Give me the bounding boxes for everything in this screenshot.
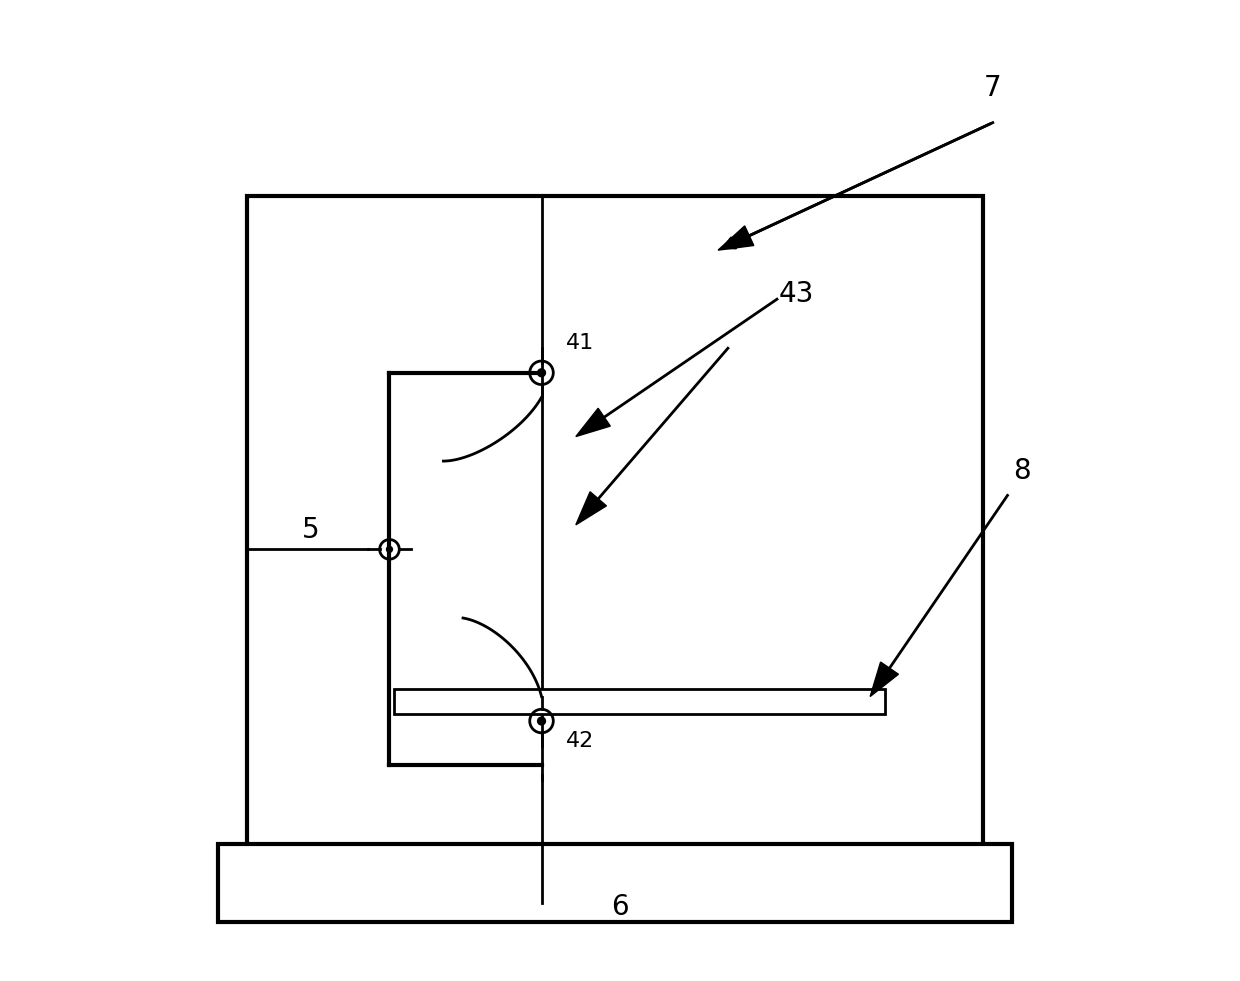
Bar: [218, 844, 1012, 922]
Bar: [394, 689, 885, 714]
Text: 7: 7: [985, 75, 1002, 102]
Text: 43: 43: [779, 281, 815, 308]
Polygon shape: [718, 226, 754, 250]
Polygon shape: [575, 491, 606, 525]
Text: 41: 41: [565, 334, 594, 353]
Circle shape: [538, 369, 546, 377]
Polygon shape: [870, 662, 899, 697]
Text: 5: 5: [303, 516, 320, 543]
Bar: [247, 196, 983, 903]
Text: 42: 42: [565, 731, 594, 750]
Circle shape: [538, 717, 546, 725]
Circle shape: [387, 546, 392, 552]
Text: 6: 6: [611, 894, 629, 921]
Text: 8: 8: [1013, 457, 1030, 485]
Polygon shape: [575, 408, 610, 437]
